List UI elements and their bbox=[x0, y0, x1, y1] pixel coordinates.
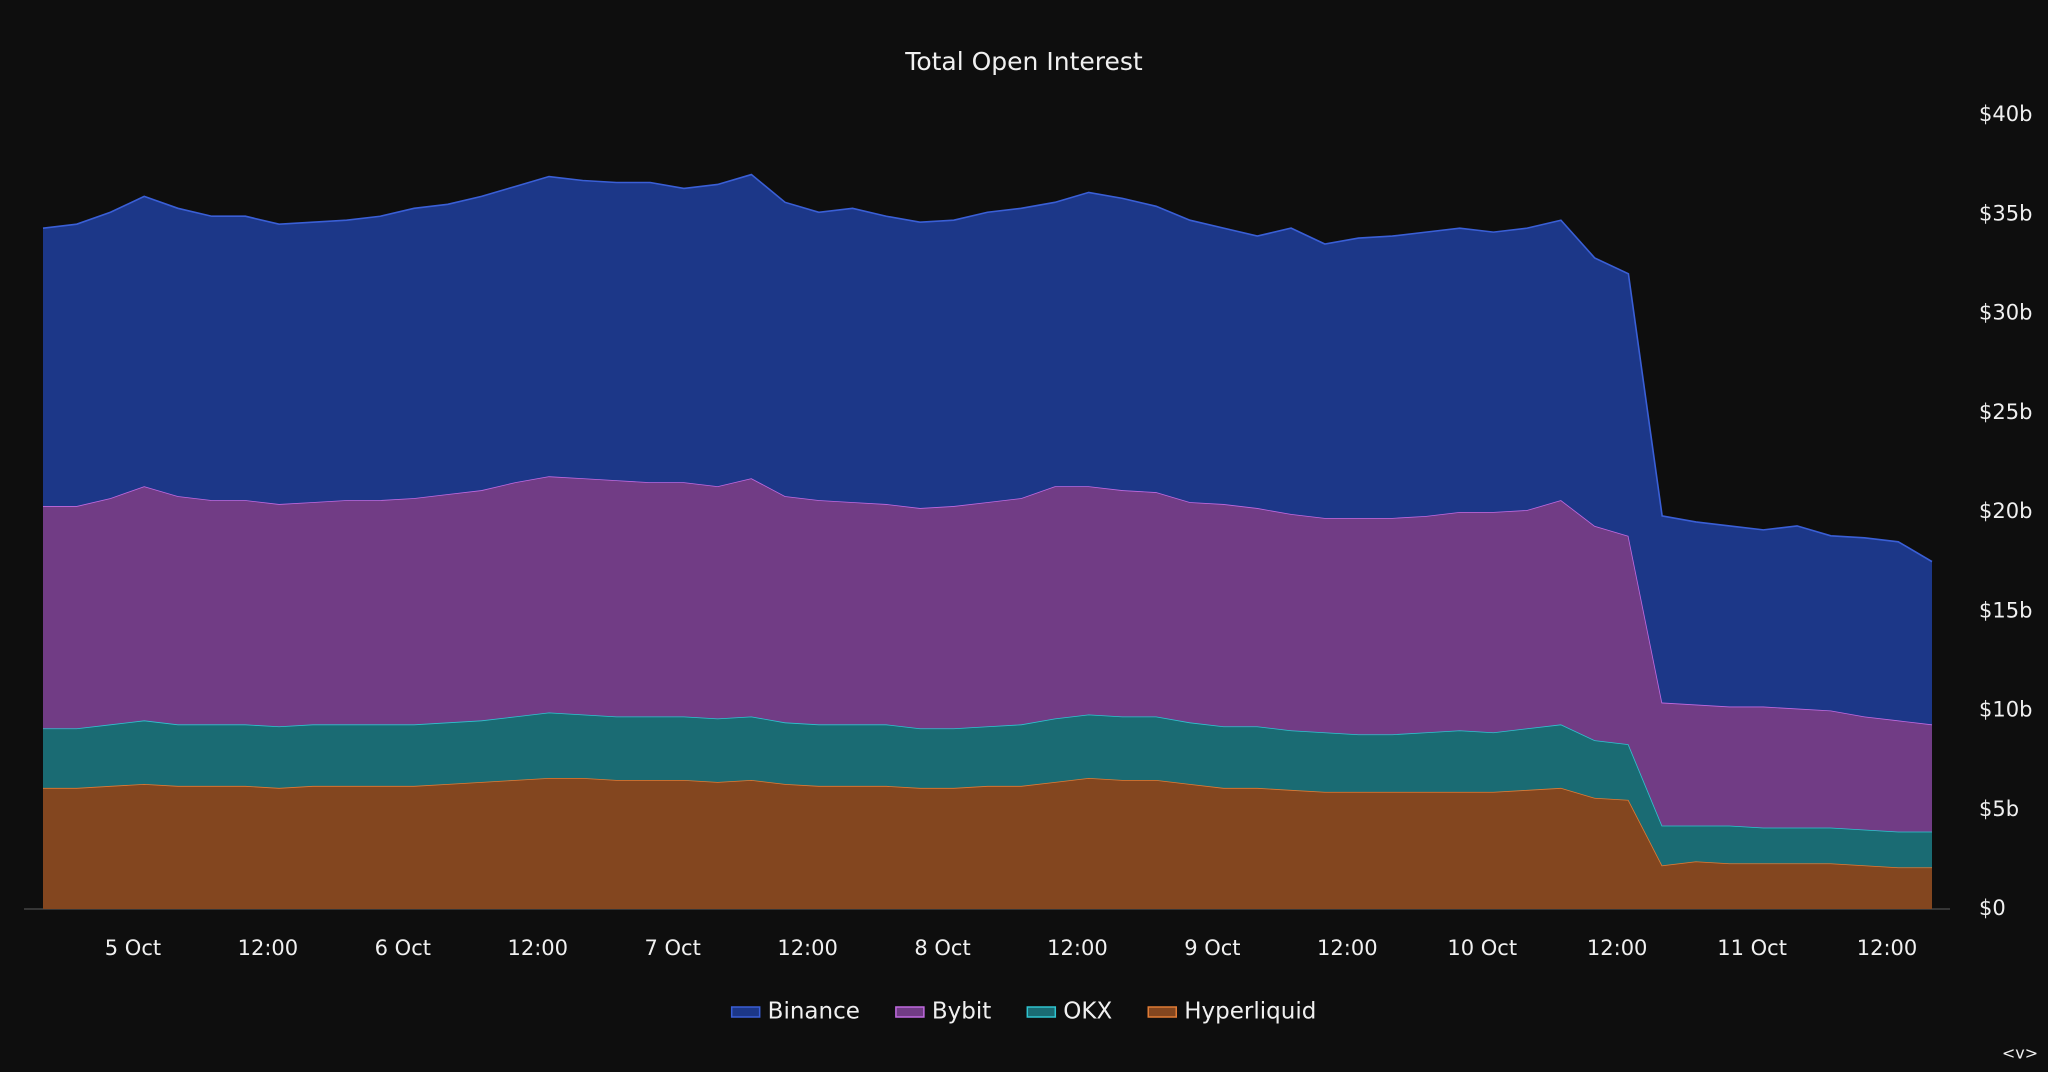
x-tick-label: 11 Oct bbox=[1717, 936, 1787, 960]
y-tick-label: $15b bbox=[1979, 598, 2032, 622]
x-tick-label: 12:00 bbox=[507, 936, 568, 960]
legend-label: Hyperliquid bbox=[1184, 999, 1316, 1025]
y-tick-label: $5b bbox=[1979, 797, 2019, 821]
area-fill bbox=[43, 476, 1932, 832]
x-tick-label: 12:00 bbox=[777, 936, 838, 960]
y-tick-label: $10b bbox=[1979, 698, 2032, 722]
y-tick-label: $35b bbox=[1979, 201, 2032, 225]
x-tick-label: 7 Oct bbox=[644, 936, 700, 960]
y-tick-label: $30b bbox=[1979, 301, 2032, 325]
x-tick-label: 12:00 bbox=[1047, 936, 1108, 960]
legend: Binance Bybit OKX Hyperliquid bbox=[730, 999, 1316, 1025]
x-tick-label: 12:00 bbox=[1587, 936, 1648, 960]
legend-label: Binance bbox=[768, 999, 860, 1025]
area-fill bbox=[43, 174, 1932, 725]
y-tick-label: $20b bbox=[1979, 499, 2032, 523]
x-tick-label: 6 Oct bbox=[375, 936, 431, 960]
area-fill bbox=[43, 777, 1932, 909]
y-tick-label: $25b bbox=[1979, 400, 2032, 424]
chart-title: Total Open Interest bbox=[904, 47, 1143, 76]
x-tick-label: 9 Oct bbox=[1184, 936, 1240, 960]
series-line bbox=[42, 173, 1933, 563]
x-tick-label: 12:00 bbox=[238, 936, 299, 960]
x-tick-label: 12:00 bbox=[1857, 936, 1918, 960]
legend-swatch bbox=[730, 1006, 761, 1018]
legend-swatch bbox=[895, 1006, 925, 1018]
x-tick-label: 10 Oct bbox=[1447, 936, 1517, 960]
x-tick-label: 5 Oct bbox=[105, 936, 161, 960]
x-tick-label: 12:00 bbox=[1317, 936, 1378, 960]
legend-swatch bbox=[1026, 1006, 1057, 1018]
nav-label[interactable]: <v> bbox=[2002, 1044, 2038, 1063]
legend-label: OKX bbox=[1063, 999, 1112, 1025]
legend-label: Bybit bbox=[932, 999, 991, 1025]
y-tick-label: $40b bbox=[1979, 102, 2032, 126]
legend-swatch bbox=[1147, 1006, 1178, 1018]
y-tick-label: $0 bbox=[1979, 896, 2006, 920]
area-fill bbox=[43, 712, 1932, 868]
x-tick-label: 8 Oct bbox=[914, 936, 970, 960]
